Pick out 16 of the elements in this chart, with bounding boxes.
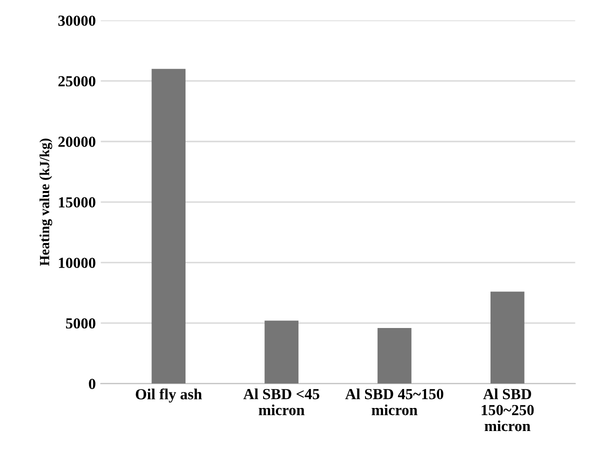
y-tick-label: 25000	[58, 76, 96, 86]
y-tick-label: 10000	[58, 258, 96, 268]
bar	[152, 68, 186, 384]
bar	[378, 328, 412, 384]
x-tick-label: Al SBD <45 micron	[243, 388, 320, 416]
y-tick-label: 30000	[58, 16, 96, 26]
y-tick-label: 0	[88, 378, 96, 390]
x-tick-label: Oil fly ash	[136, 388, 202, 403]
bar	[490, 292, 524, 384]
y-tick-label: 20000	[58, 136, 96, 147]
x-tick-label: Al SBD 45~150 micron	[345, 388, 444, 416]
y-tick-label: 5000	[66, 318, 96, 329]
y-tick-label: 15000	[58, 197, 96, 208]
bar	[264, 320, 298, 384]
y-axis-title: Heating value (kJ/kg)	[39, 138, 52, 266]
x-tick-label: Al SBD 150~250 micron	[482, 388, 534, 432]
